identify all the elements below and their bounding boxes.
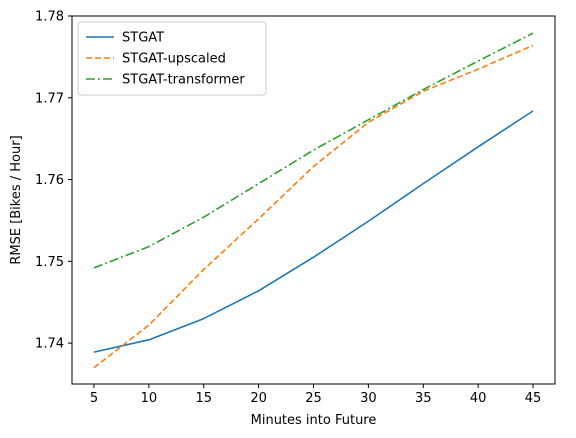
series-line-stgat-transformer — [93, 32, 534, 269]
x-tick-label: 35 — [415, 391, 432, 406]
y-axis-ticks: 1.74 1.75 1.76 1.77 1.78 — [35, 10, 72, 352]
y-axis-label: RMSE [Bikes / Hour] — [9, 135, 24, 264]
y-tick-label: 1.76 — [35, 173, 64, 188]
x-axis-ticks: 5 10 15 20 25 30 35 40 45 — [90, 384, 542, 406]
y-tick-label: 1.74 — [35, 337, 64, 352]
legend: STGAT STGAT-upscaled STGAT-transformer — [77, 21, 267, 96]
legend-label: STGAT-transformer — [122, 73, 245, 88]
x-tick-label: 5 — [90, 391, 98, 406]
plot-frame — [71, 15, 556, 385]
x-tick-label: 20 — [250, 391, 267, 406]
x-tick-label: 10 — [141, 391, 158, 406]
x-tick-label: 45 — [525, 391, 542, 406]
series-layer — [93, 32, 534, 369]
x-tick-label: 40 — [470, 391, 487, 406]
series-line-stgat-upscaled — [93, 44, 534, 369]
series-line-stgat — [93, 110, 534, 353]
x-tick-label: 30 — [360, 391, 377, 406]
legend-label: STGAT — [122, 31, 164, 46]
x-axis-label: Minutes into Future — [251, 413, 377, 428]
legend-label: STGAT-upscaled — [122, 52, 226, 67]
x-tick-label: 15 — [195, 391, 212, 406]
y-tick-label: 1.77 — [35, 91, 64, 106]
x-tick-label: 25 — [305, 391, 322, 406]
legend-box — [77, 21, 267, 96]
y-tick-label: 1.75 — [35, 255, 64, 270]
y-tick-label: 1.78 — [35, 10, 64, 25]
